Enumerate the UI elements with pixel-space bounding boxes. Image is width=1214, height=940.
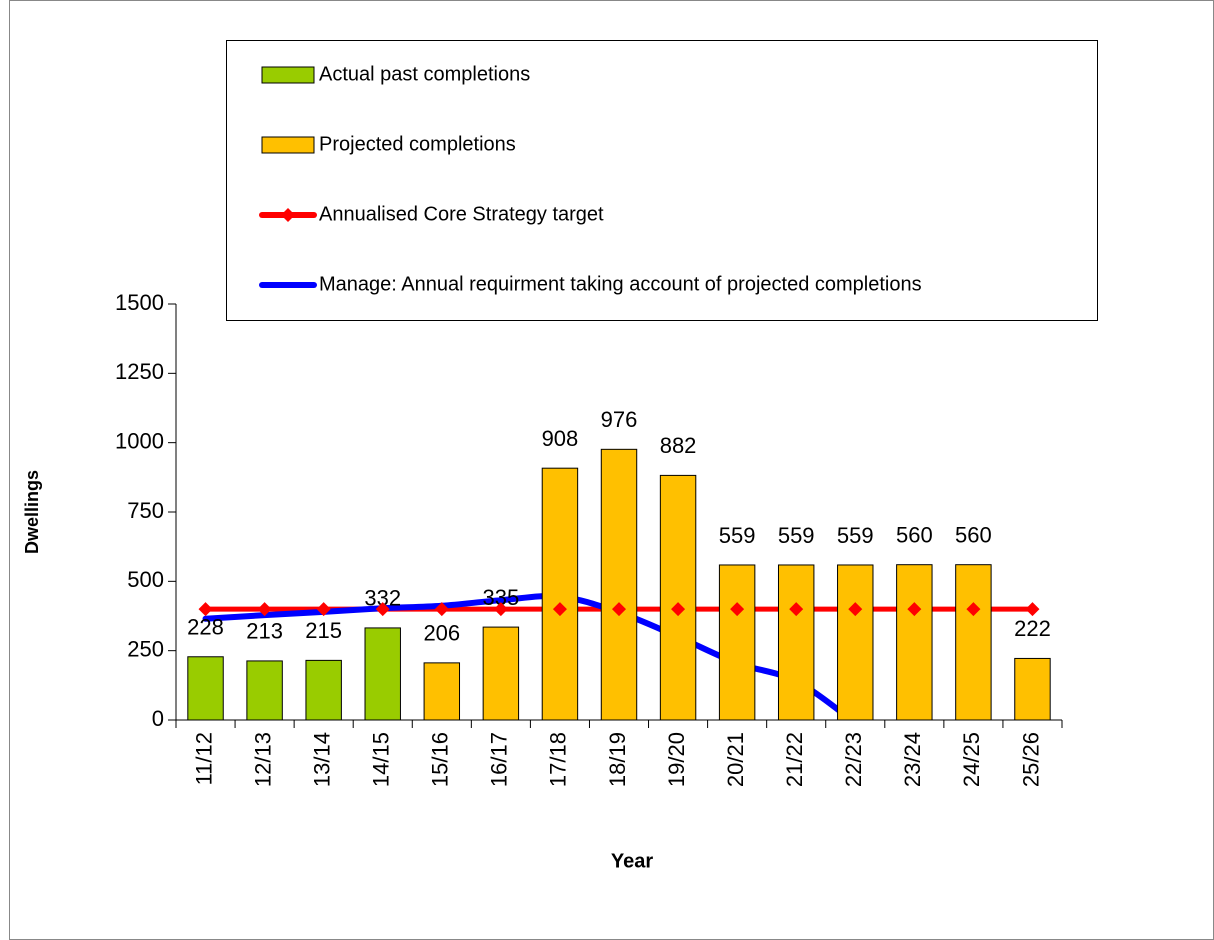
bar xyxy=(600,448,638,721)
marker xyxy=(1025,602,1040,617)
data-label: 213 xyxy=(246,619,283,644)
bar xyxy=(187,656,224,721)
data-label: 559 xyxy=(719,523,756,548)
legend-label: Actual past completions xyxy=(319,63,530,85)
legend-label: Manage: Annual requirment taking account… xyxy=(319,273,922,295)
marker xyxy=(612,602,626,617)
x-tick-label: 20/21 xyxy=(723,732,748,787)
bar xyxy=(305,659,342,721)
marker xyxy=(789,602,804,617)
bar xyxy=(837,564,874,721)
data-label: 559 xyxy=(837,523,874,548)
x-tick-label: 21/22 xyxy=(782,732,807,787)
y-tick-label: 1500 xyxy=(115,290,164,315)
data-label: 222 xyxy=(1014,616,1051,641)
marker xyxy=(907,602,922,617)
x-tick-label: 13/14 xyxy=(309,732,334,787)
x-tick-label: 18/19 xyxy=(605,732,630,787)
marker xyxy=(671,602,686,617)
legend-label: Annualised Core Strategy target xyxy=(319,203,604,225)
marker xyxy=(730,602,745,617)
marker xyxy=(257,602,272,617)
x-tick-label: 12/13 xyxy=(250,732,275,787)
x-tick-label: 14/15 xyxy=(369,732,394,787)
marker xyxy=(375,602,390,617)
data-label: 560 xyxy=(896,523,933,548)
bar xyxy=(896,564,933,721)
marker xyxy=(434,602,449,617)
bar xyxy=(364,627,401,721)
bar xyxy=(1014,657,1051,721)
x-tick-label: 11/12 xyxy=(191,732,216,785)
bar xyxy=(482,626,520,721)
marker xyxy=(493,602,508,617)
legend-box xyxy=(226,40,1098,321)
legend-label: Projected completions xyxy=(319,133,516,155)
x-tick-label: 19/20 xyxy=(664,732,689,787)
bar xyxy=(777,564,815,721)
bar xyxy=(955,564,992,721)
x-tick-label: 24/25 xyxy=(959,732,984,787)
marker xyxy=(316,602,331,617)
x-tick-label: 23/24 xyxy=(900,732,925,787)
marker xyxy=(966,602,981,617)
data-label: 882 xyxy=(660,433,697,458)
legend-swatch xyxy=(261,66,315,84)
data-label: 559 xyxy=(778,523,815,548)
x-tick-label: 17/18 xyxy=(546,732,571,787)
x-tick-label: 25/26 xyxy=(1018,732,1043,787)
bar xyxy=(246,660,283,721)
marker xyxy=(848,602,863,617)
x-tick-label: 22/23 xyxy=(841,732,866,787)
bar xyxy=(423,662,461,721)
y-tick-label: 0 xyxy=(152,706,164,731)
data-label: 560 xyxy=(955,523,992,548)
bar xyxy=(659,474,697,721)
legend-swatch xyxy=(261,136,315,154)
line xyxy=(202,593,857,720)
legend-marker xyxy=(281,208,295,222)
bar xyxy=(541,467,579,721)
data-label: 215 xyxy=(305,618,342,643)
bar xyxy=(718,564,756,721)
y-tick-label: 250 xyxy=(127,636,164,661)
y-axis-title: Dwellings xyxy=(22,470,42,554)
data-label: 206 xyxy=(423,621,460,646)
y-tick-label: 1250 xyxy=(115,359,164,384)
x-tick-label: 16/17 xyxy=(487,732,512,787)
data-label: 228 xyxy=(187,615,224,640)
marker xyxy=(552,602,567,617)
x-tick-label: 15/16 xyxy=(428,732,453,787)
y-tick-label: 750 xyxy=(127,498,164,523)
data-label: 908 xyxy=(542,426,579,451)
x-axis-title: Year xyxy=(611,850,653,872)
y-tick-label: 500 xyxy=(127,567,164,592)
y-tick-label: 1000 xyxy=(115,428,164,453)
marker xyxy=(198,602,213,617)
data-label: 976 xyxy=(601,407,638,432)
